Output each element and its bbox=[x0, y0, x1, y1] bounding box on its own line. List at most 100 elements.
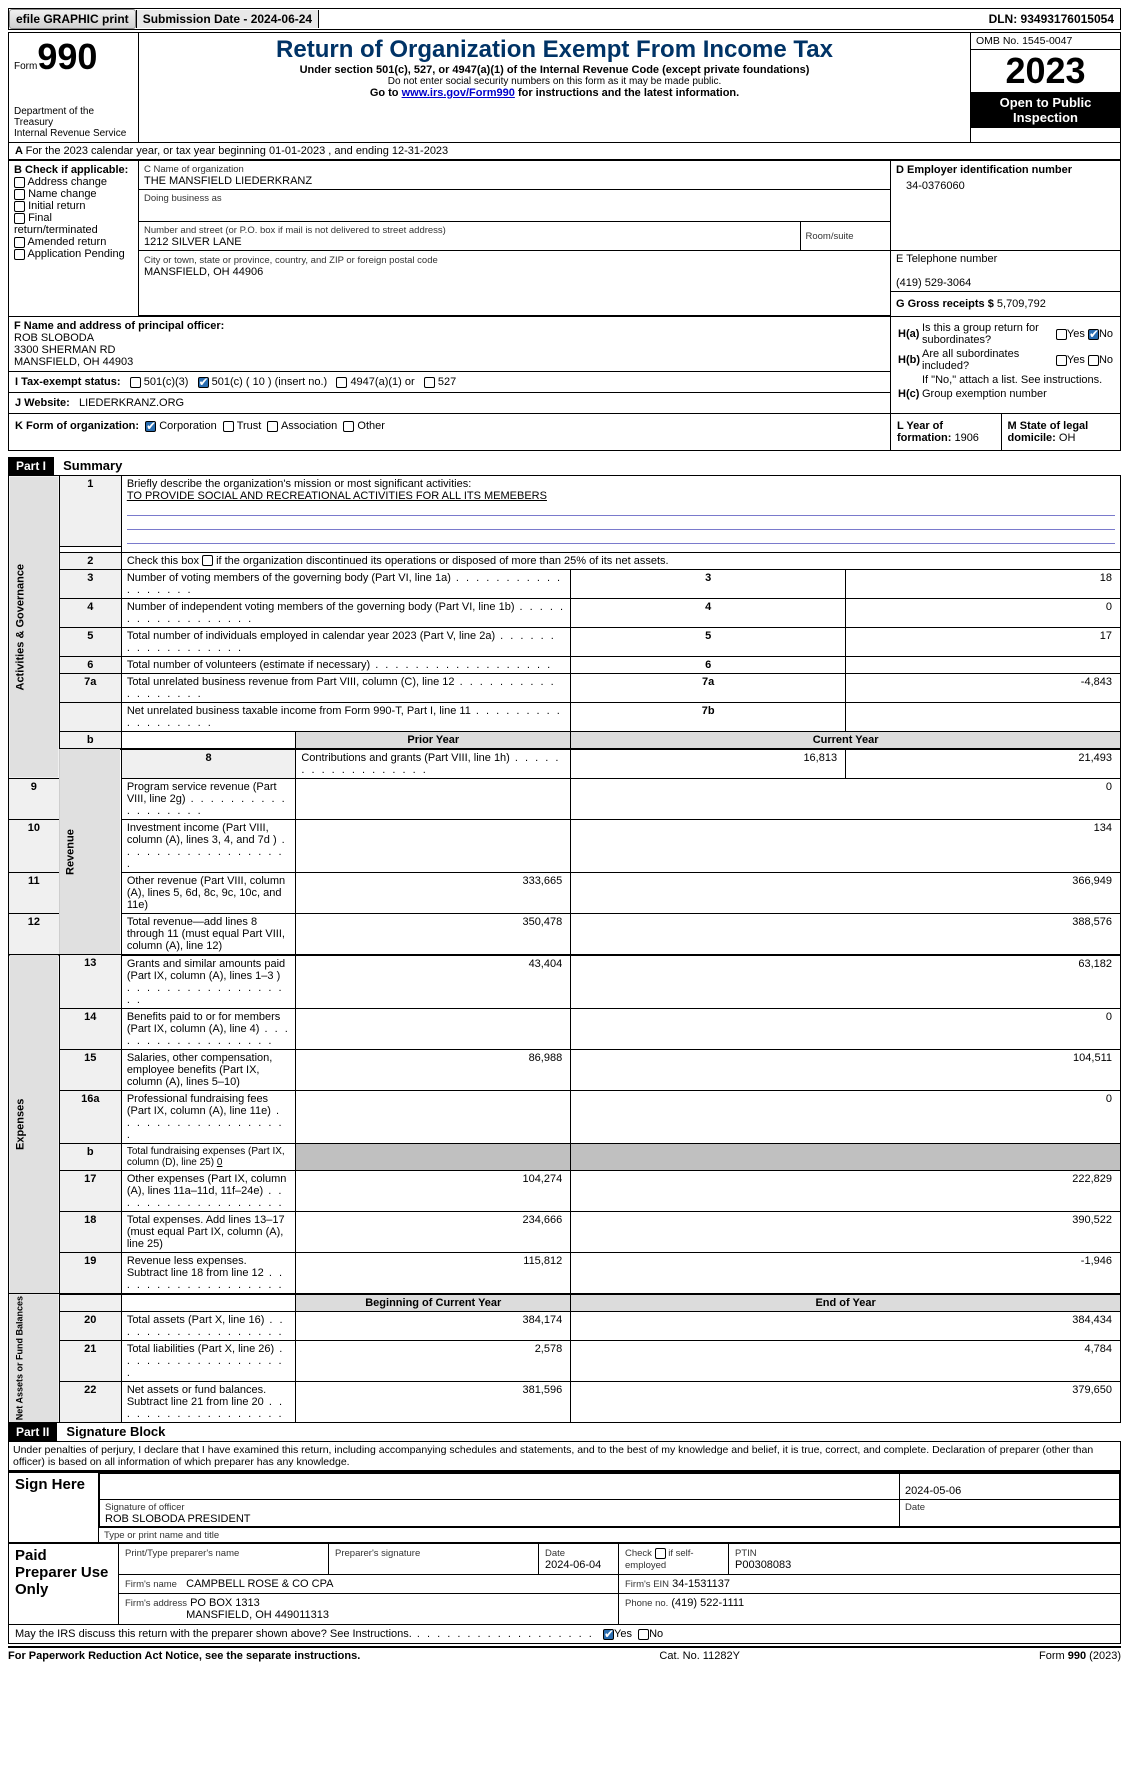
box-f-label: F Name and address of principal officer: bbox=[14, 320, 224, 332]
officer-addr2: MANSFIELD, OH 44903 bbox=[14, 356, 133, 368]
tax-period: A For the 2023 calendar year, or tax yea… bbox=[8, 143, 1121, 160]
chk-501c3[interactable] bbox=[130, 377, 141, 388]
row-14: Benefits paid to or for members (Part IX… bbox=[127, 1011, 290, 1047]
val-6 bbox=[846, 656, 1121, 673]
preparer-table: Paid Preparer Use Only Print/Type prepar… bbox=[8, 1543, 1121, 1625]
footer-right: Form 990 (2023) bbox=[1039, 1650, 1121, 1662]
section-revenue: Revenue bbox=[59, 749, 121, 955]
summary-table: Activities & Governance 1 Briefly descri… bbox=[8, 475, 1121, 1423]
chk-discontinued[interactable] bbox=[202, 555, 213, 566]
form-subtitle: Under section 501(c), 527, or 4947(a)(1)… bbox=[144, 64, 965, 76]
sig-officer-label: Signature of officer bbox=[105, 1502, 185, 1513]
row-16b: Total fundraising expenses (Part IX, col… bbox=[127, 1146, 285, 1168]
chk-assoc[interactable] bbox=[267, 421, 278, 432]
top-bar: efile GRAPHIC print Submission Date - 20… bbox=[8, 8, 1121, 30]
col-prior: Prior Year bbox=[296, 731, 571, 749]
chk-amended-return[interactable] bbox=[14, 237, 25, 248]
box-i-label: I Tax-exempt status: bbox=[15, 376, 121, 388]
val-20c: 384,434 bbox=[571, 1311, 1121, 1340]
val-8c: 21,493 bbox=[846, 749, 1121, 779]
ssn-note: Do not enter social security numbers on … bbox=[144, 76, 965, 87]
goto-line: Go to www.irs.gov/Form990 for instructio… bbox=[144, 87, 965, 99]
row-5: Total number of individuals employed in … bbox=[127, 630, 556, 654]
chk-other[interactable] bbox=[343, 421, 354, 432]
dba-label: Doing business as bbox=[144, 193, 222, 204]
domicile-state: OH bbox=[1059, 432, 1076, 444]
chk-app-pending[interactable] bbox=[14, 249, 25, 260]
firm-name: CAMPBELL ROSE & CO CPA bbox=[186, 1578, 333, 1590]
chk-hb-no[interactable] bbox=[1088, 355, 1099, 366]
chk-hb-yes[interactable] bbox=[1056, 355, 1067, 366]
val-4: 0 bbox=[846, 598, 1121, 627]
h-b-text: Are all subordinates included? bbox=[921, 347, 1055, 373]
gross-receipts: 5,709,792 bbox=[997, 298, 1046, 310]
box-j-label: J Website: bbox=[15, 397, 70, 409]
val-22c: 379,650 bbox=[571, 1381, 1121, 1422]
row-4: Number of independent voting members of … bbox=[127, 601, 565, 625]
dln: DLN: 93493176015054 bbox=[983, 10, 1120, 28]
sig-date: 2024-05-06 bbox=[900, 1474, 1120, 1500]
sign-here-label: Sign Here bbox=[9, 1473, 99, 1543]
officer-name: ROB SLOBODA bbox=[14, 332, 94, 344]
val-7a: -4,843 bbox=[846, 673, 1121, 702]
val-16ac: 0 bbox=[571, 1090, 1121, 1143]
penalty-text: Under penalties of perjury, I declare th… bbox=[8, 1441, 1121, 1472]
irs-link[interactable]: www.irs.gov/Form990 bbox=[402, 87, 515, 99]
val-17c: 222,829 bbox=[571, 1170, 1121, 1211]
chk-name-change[interactable] bbox=[14, 189, 25, 200]
part-ii-title: Signature Block bbox=[60, 1424, 165, 1439]
chk-ha-no[interactable] bbox=[1088, 329, 1099, 340]
telephone: (419) 529-3064 bbox=[896, 277, 971, 289]
chk-self-employed[interactable] bbox=[655, 1548, 666, 1559]
val-18p: 234,666 bbox=[296, 1211, 571, 1252]
val-13c: 63,182 bbox=[571, 955, 1121, 1009]
paid-preparer-label: Paid Preparer Use Only bbox=[9, 1544, 119, 1625]
ptin: P00308083 bbox=[735, 1559, 791, 1571]
row-21: Total liabilities (Part X, line 26) bbox=[127, 1343, 284, 1379]
val-10c: 134 bbox=[571, 819, 1121, 872]
chk-trust[interactable] bbox=[223, 421, 234, 432]
val-21p: 2,578 bbox=[296, 1340, 571, 1381]
firm-addr1: PO BOX 1313 bbox=[190, 1597, 260, 1609]
chk-527[interactable] bbox=[424, 377, 435, 388]
val-8p: 16,813 bbox=[571, 749, 846, 779]
prep-date: 2024-06-04 bbox=[545, 1559, 601, 1571]
val-3: 18 bbox=[846, 569, 1121, 598]
row-10: Investment income (Part VIII, column (A)… bbox=[127, 822, 287, 870]
row-7a: Total unrelated business revenue from Pa… bbox=[127, 676, 556, 700]
row-22: Net assets or fund balances. Subtract li… bbox=[127, 1384, 284, 1420]
footer-mid: Cat. No. 11282Y bbox=[659, 1650, 740, 1662]
chk-discuss-yes[interactable] bbox=[603, 1629, 614, 1640]
row-18: Total expenses. Add lines 13–17 (must eq… bbox=[127, 1214, 285, 1250]
chk-ha-yes[interactable] bbox=[1056, 329, 1067, 340]
firm-addr2: MANSFIELD, OH 449011313 bbox=[186, 1609, 329, 1621]
val-20p: 384,174 bbox=[296, 1311, 571, 1340]
chk-initial-return[interactable] bbox=[14, 201, 25, 212]
chk-final-return[interactable] bbox=[14, 213, 25, 224]
chk-corp[interactable] bbox=[145, 421, 156, 432]
val-9c: 0 bbox=[571, 778, 1121, 819]
chk-501c[interactable] bbox=[198, 377, 209, 388]
col-curr: Current Year bbox=[571, 731, 1121, 749]
irs-label: Internal Revenue Service bbox=[14, 128, 133, 139]
form-label: Form990 bbox=[14, 36, 133, 78]
dept-treasury: Department of the Treasury bbox=[14, 106, 133, 128]
chk-discuss-no[interactable] bbox=[638, 1629, 649, 1640]
h-note: If "No," attach a list. See instructions… bbox=[921, 373, 1114, 387]
street-address: 1212 SILVER LANE bbox=[144, 236, 242, 248]
chk-address-change[interactable] bbox=[14, 177, 25, 188]
firm-ein: 34-1531137 bbox=[672, 1578, 730, 1590]
identity-block: B Check if applicable: Address change Na… bbox=[8, 160, 1121, 451]
form-title: Return of Organization Exempt From Incom… bbox=[144, 36, 965, 64]
efile-print-button[interactable]: efile GRAPHIC print bbox=[9, 9, 136, 29]
form-number: 990 bbox=[37, 36, 97, 77]
chk-4947[interactable] bbox=[336, 377, 347, 388]
signature-table: Sign Here 2024-05-06 Signature of office… bbox=[8, 1472, 1121, 1543]
ein: 34-0376060 bbox=[896, 176, 1115, 196]
omb-number: OMB No. 1545-0047 bbox=[971, 33, 1120, 50]
box-k-label: K Form of organization: bbox=[15, 420, 139, 432]
val-12p: 350,478 bbox=[296, 913, 571, 955]
row-20: Total assets (Part X, line 16) bbox=[127, 1314, 285, 1338]
row-15: Salaries, other compensation, employee b… bbox=[127, 1052, 273, 1088]
h-a-text: Is this a group return for subordinates? bbox=[921, 321, 1055, 347]
